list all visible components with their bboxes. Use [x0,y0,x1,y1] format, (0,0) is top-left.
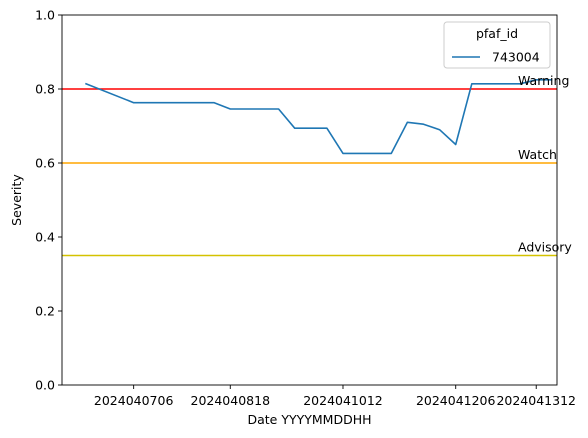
y-axis-label: Severity [9,174,24,226]
x-tick-label: 2024041312 [496,393,576,408]
y-tick-label: 0.0 [35,378,55,393]
series-line-743004 [85,80,552,154]
x-tick-label: 2024041206 [416,393,496,408]
y-tick-label: 0.2 [35,304,55,319]
x-axis-label: Date YYYYMMDDHH [247,412,371,427]
threshold-lines [62,89,557,256]
legend-entry: 743004 [492,50,540,65]
series-layer [85,80,552,154]
legend: pfaf_id 743004 [444,22,550,68]
legend-title: pfaf_id [476,26,518,41]
y-tick-label: 0.4 [35,230,55,245]
threshold-label-warning: Warning [518,73,569,88]
x-tick-label: 2024040706 [94,393,174,408]
x-tick-label: 2024040818 [191,393,271,408]
y-tick-label: 0.8 [35,82,55,97]
threshold-label-advisory: Advisory [518,240,572,255]
y-tick-label: 1.0 [35,8,55,23]
x-tick-label: 2024041012 [303,393,383,408]
threshold-label-watch: Watch [518,147,557,162]
plot-frame [62,15,557,385]
y-tick-label: 0.6 [35,156,55,171]
